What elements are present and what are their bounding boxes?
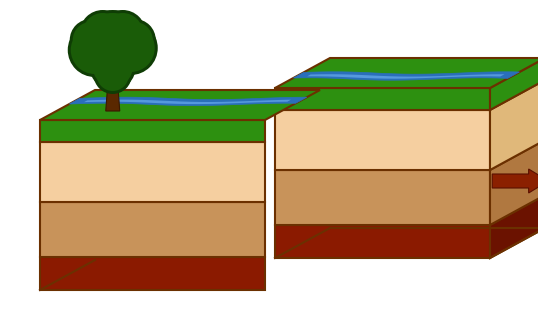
Polygon shape: [275, 110, 490, 170]
Polygon shape: [275, 225, 490, 258]
Circle shape: [107, 24, 155, 72]
Circle shape: [83, 13, 123, 53]
Polygon shape: [490, 195, 538, 258]
Circle shape: [100, 10, 146, 56]
Circle shape: [114, 19, 155, 61]
Polygon shape: [40, 142, 265, 202]
Polygon shape: [307, 74, 505, 79]
Polygon shape: [40, 257, 265, 290]
Circle shape: [80, 10, 126, 56]
Circle shape: [73, 22, 109, 58]
Polygon shape: [40, 202, 265, 257]
Polygon shape: [40, 120, 265, 142]
Circle shape: [104, 21, 158, 75]
Circle shape: [90, 44, 136, 90]
Circle shape: [81, 13, 145, 77]
Polygon shape: [69, 97, 307, 106]
Polygon shape: [490, 80, 538, 170]
Polygon shape: [492, 169, 538, 193]
Circle shape: [78, 10, 148, 80]
Circle shape: [103, 13, 143, 53]
Polygon shape: [106, 73, 120, 111]
Polygon shape: [490, 58, 538, 110]
Polygon shape: [293, 72, 519, 80]
Circle shape: [70, 19, 112, 61]
Polygon shape: [275, 58, 538, 88]
Circle shape: [117, 22, 153, 58]
Polygon shape: [84, 99, 291, 104]
Polygon shape: [490, 140, 538, 225]
Circle shape: [97, 59, 129, 91]
Circle shape: [94, 56, 132, 94]
Polygon shape: [275, 170, 490, 225]
Circle shape: [71, 26, 119, 74]
Circle shape: [93, 47, 133, 87]
Circle shape: [68, 23, 122, 77]
Polygon shape: [275, 88, 490, 110]
Polygon shape: [40, 90, 320, 120]
